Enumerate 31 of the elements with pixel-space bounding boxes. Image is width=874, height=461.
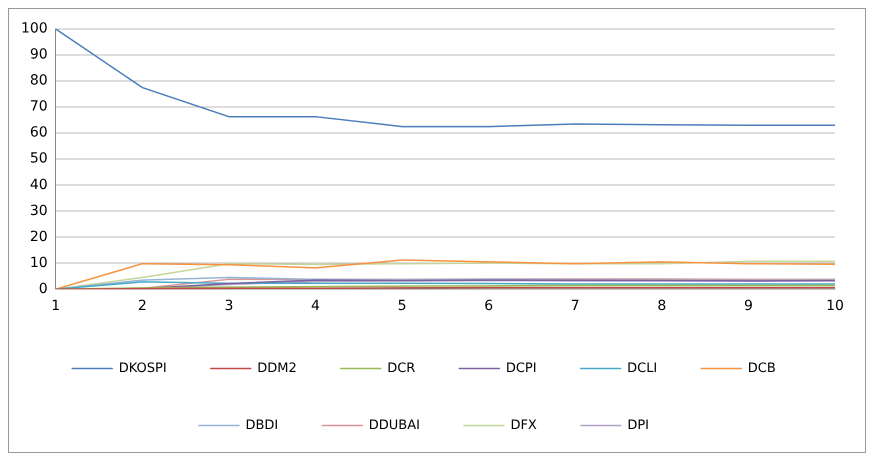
legend-label: DBDI bbox=[245, 418, 278, 433]
x-tick-label: 3 bbox=[224, 298, 234, 314]
legend-label: DCB bbox=[748, 360, 776, 376]
legend-label: DCLI bbox=[627, 360, 658, 376]
y-tick-label: 100 bbox=[20, 20, 48, 37]
y-tick-label: 10 bbox=[30, 254, 48, 271]
x-tick-label: 6 bbox=[484, 298, 494, 314]
y-tick-label: 90 bbox=[30, 46, 48, 63]
x-tick-label: 4 bbox=[311, 298, 320, 314]
legend-label: DCR bbox=[387, 360, 416, 376]
legend-label: DFX bbox=[510, 418, 537, 433]
y-tick-label: 50 bbox=[30, 150, 48, 167]
x-tick-label: 2 bbox=[138, 298, 147, 314]
legend-label: DDUBAI bbox=[368, 418, 420, 433]
y-tick-label: 70 bbox=[30, 98, 48, 115]
y-tick-label: 0 bbox=[38, 280, 48, 297]
y-tick-label: 20 bbox=[30, 228, 48, 245]
x-tick-label: 1 bbox=[51, 298, 60, 314]
legend-label: DPI bbox=[627, 418, 650, 433]
x-tick-label: 9 bbox=[744, 298, 753, 314]
x-tick-label: 8 bbox=[657, 298, 666, 314]
y-tick-label: 40 bbox=[30, 176, 48, 193]
x-tick-label: 7 bbox=[570, 298, 580, 314]
legend-label: DDM2 bbox=[257, 360, 297, 376]
y-tick-label: 60 bbox=[30, 124, 48, 141]
y-tick-label: 80 bbox=[30, 72, 48, 89]
y-tick-label: 30 bbox=[30, 202, 48, 219]
legend-label: DCPI bbox=[506, 360, 537, 376]
x-tick-label: 5 bbox=[398, 298, 407, 314]
x-tick-label: 10 bbox=[826, 298, 844, 314]
legend-label: DKOSPI bbox=[118, 360, 167, 376]
